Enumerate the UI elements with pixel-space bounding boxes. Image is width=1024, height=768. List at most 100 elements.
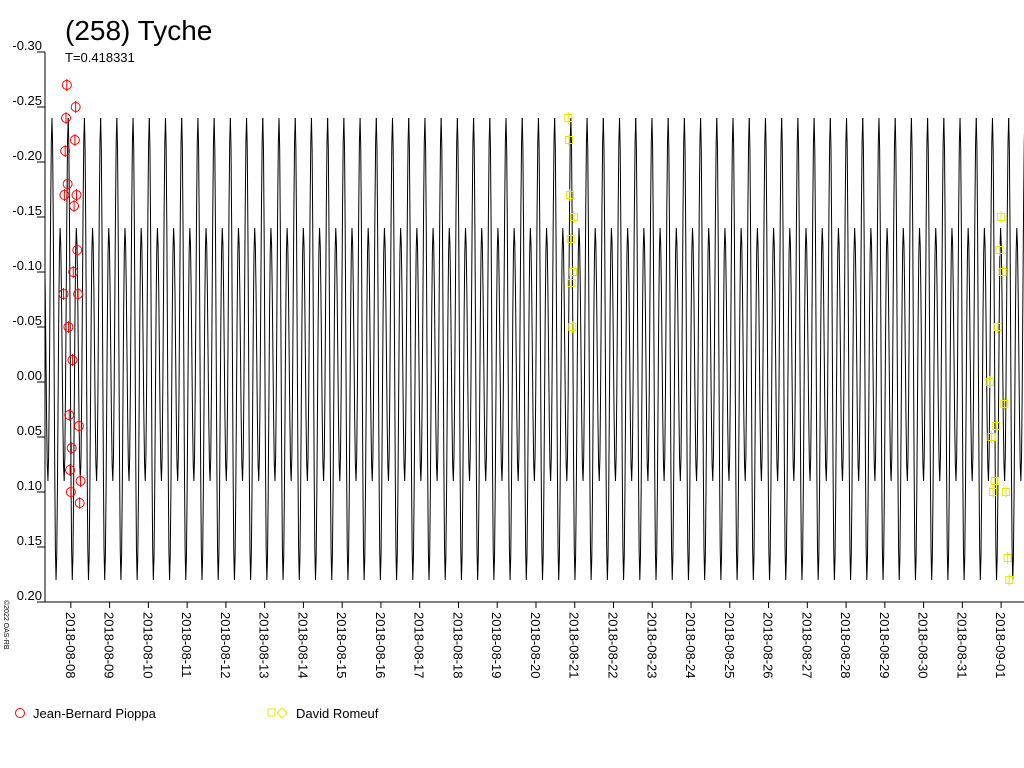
data-point <box>992 422 1001 430</box>
model-cycle <box>327 117 345 581</box>
x-tick-label: 2018-08-09 <box>102 612 117 679</box>
data-point <box>69 135 80 145</box>
x-tick-label: 2018-08-24 <box>683 612 698 679</box>
copyright: ©2022 OAS-RB <box>2 600 10 650</box>
x-tick-label: 2018-08-19 <box>489 612 504 679</box>
data-point <box>990 477 999 485</box>
y-tick-label: 0.15 <box>17 533 42 548</box>
model-cycle <box>764 117 783 581</box>
x-tick-label: 2018-08-13 <box>257 612 272 679</box>
model-cycle <box>554 117 572 581</box>
model-cycle <box>456 117 475 581</box>
model-cycle <box>100 117 118 581</box>
x-tick-label: 2018-08-15 <box>334 612 349 679</box>
model-cycle <box>440 117 458 581</box>
x-tick-label: 2018-08-22 <box>606 612 621 679</box>
model-cycle <box>586 117 604 581</box>
data-point <box>1001 488 1010 496</box>
model-cycle <box>619 117 637 581</box>
y-tick-label: 0.10 <box>17 478 42 493</box>
data-point <box>66 443 77 453</box>
model-cycle <box>943 117 961 581</box>
model-cycle <box>813 117 831 581</box>
x-tick-label: 2018-08-18 <box>450 612 465 679</box>
model-cycle <box>343 117 361 581</box>
data-point <box>68 267 79 277</box>
model-cycle <box>846 117 864 581</box>
model-cycle <box>132 117 150 581</box>
model-cycle <box>51 117 69 581</box>
data-point <box>569 213 578 221</box>
data-point <box>1003 554 1012 562</box>
data-point <box>65 465 76 475</box>
legend-label: Jean-Bernard Pioppa <box>33 706 157 721</box>
model-cycle <box>489 117 507 581</box>
data-point <box>568 323 577 331</box>
data-point <box>564 114 573 122</box>
model-cycle <box>991 117 1010 581</box>
data-point <box>566 235 575 243</box>
data-point <box>73 421 84 431</box>
x-tick-label: 2018-08-27 <box>799 612 814 679</box>
model-cycle <box>165 117 183 581</box>
model-cycle <box>67 117 85 581</box>
x-tick-label: 2018-08-14 <box>295 612 310 679</box>
model-cycle <box>651 117 669 581</box>
data-point <box>565 191 574 199</box>
x-tick-label: 2018-08-26 <box>761 612 776 679</box>
model-cycle <box>748 117 766 581</box>
model-cycle <box>894 117 912 581</box>
model-cycle <box>262 117 280 581</box>
model-cycle <box>20 118 36 580</box>
x-tick-label: 2018-08-11 <box>179 612 194 678</box>
model-cycle <box>278 117 296 581</box>
x-tick-label: 2018-08-23 <box>644 612 659 679</box>
model-cycle <box>635 117 653 581</box>
model-cycle <box>570 117 588 581</box>
model-cycle <box>246 117 264 581</box>
model-cycle <box>505 117 523 581</box>
model-cycle <box>878 117 896 581</box>
data-point <box>63 322 74 332</box>
x-tick-label: 2018-08-17 <box>412 612 427 679</box>
legend-marker <box>15 708 25 718</box>
model-cycle <box>716 117 734 581</box>
data-point <box>993 323 1002 331</box>
x-tick-label: 2018-08-21 <box>567 612 582 679</box>
data-point <box>69 201 80 211</box>
x-tick-label: 2018-08-16 <box>373 612 388 679</box>
model-cycle <box>829 117 848 581</box>
model-cycle <box>229 117 248 581</box>
model-cycle <box>473 117 491 581</box>
model-cycle <box>1008 117 1024 581</box>
chart-title: (258) Tyche <box>65 15 212 46</box>
x-tick-label: 2018-08-12 <box>218 612 233 679</box>
data-point <box>64 410 75 420</box>
model-cycle <box>732 117 750 581</box>
data-point <box>59 190 70 200</box>
model-cycle <box>148 117 166 581</box>
y-tick-label: -0.10 <box>12 258 42 273</box>
model-cycle <box>116 117 134 581</box>
data-point <box>1000 400 1009 408</box>
data-point <box>60 113 71 123</box>
data-point <box>58 289 69 299</box>
data-point <box>1005 576 1014 584</box>
y-tick-label: -0.15 <box>12 203 42 218</box>
model-cycle <box>197 117 215 581</box>
x-tick-label: 2018-08-25 <box>722 612 737 679</box>
legend-marker <box>276 707 288 719</box>
data-point <box>985 378 994 386</box>
model-cycle <box>294 117 312 581</box>
model-cycle <box>667 117 685 581</box>
x-tick-label: 2018-08-29 <box>877 612 892 679</box>
model-cycle <box>83 117 102 581</box>
y-tick-label: -0.05 <box>12 313 42 328</box>
legend-marker <box>267 708 276 717</box>
model-cycle <box>797 117 815 581</box>
model-cycle <box>408 117 426 581</box>
data-point <box>998 268 1007 276</box>
data-point <box>565 136 574 144</box>
x-tick-label: 2018-08-20 <box>528 612 543 679</box>
